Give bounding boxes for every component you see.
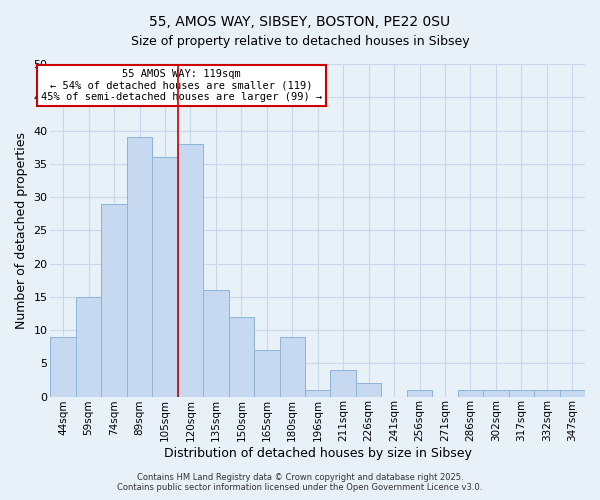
Bar (203, 290, 229, 397)
Bar (254, 350, 280, 397)
Text: Size of property relative to detached houses in Sibsey: Size of property relative to detached ho… (131, 35, 469, 48)
Bar (280, 336, 305, 396)
Bar (101, 204, 127, 396)
Bar (483, 390, 509, 396)
Bar (509, 390, 534, 396)
Text: Contains HM Land Registry data © Crown copyright and database right 2025.
Contai: Contains HM Land Registry data © Crown c… (118, 473, 482, 492)
Bar (534, 390, 560, 396)
Bar (305, 390, 331, 396)
Bar (152, 157, 178, 396)
Bar (407, 390, 432, 396)
Bar (229, 316, 254, 396)
Bar (331, 370, 356, 396)
X-axis label: Distribution of detached houses by size in Sibsey: Distribution of detached houses by size … (164, 447, 472, 460)
Bar (560, 390, 585, 396)
Bar (178, 144, 203, 397)
Bar (76, 297, 101, 396)
Y-axis label: Number of detached properties: Number of detached properties (15, 132, 28, 329)
Bar (50, 336, 76, 396)
Bar (127, 137, 152, 396)
Text: 55, AMOS WAY, SIBSEY, BOSTON, PE22 0SU: 55, AMOS WAY, SIBSEY, BOSTON, PE22 0SU (149, 15, 451, 29)
Text: 55 AMOS WAY: 119sqm
← 54% of detached houses are smaller (119)
45% of semi-detac: 55 AMOS WAY: 119sqm ← 54% of detached ho… (41, 69, 322, 102)
Bar (458, 390, 483, 396)
Bar (356, 383, 382, 396)
